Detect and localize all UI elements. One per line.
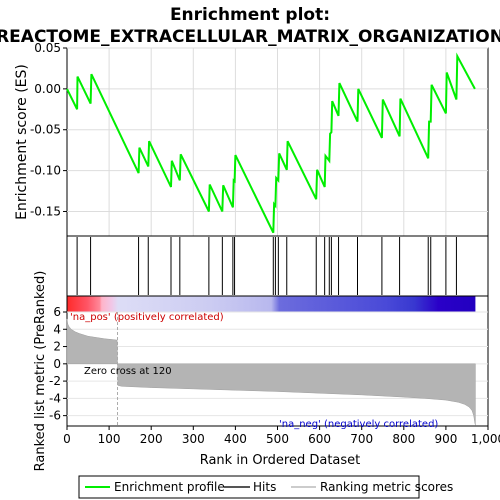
x-tick-label: 200 xyxy=(140,432,163,446)
ranking-color-bar xyxy=(66,295,489,313)
metric-y-ticks: 6 4 2 0 -2 -4 -6 xyxy=(49,305,67,423)
metric-y-tick-label: -6 xyxy=(49,409,61,423)
x-tick-label: 400 xyxy=(224,432,247,446)
es-panel: 0.05 0.00 -0.05 -0.10 -0.15 Enrichment score… xyxy=(14,41,489,237)
es-y-tick-label: 0.00 xyxy=(34,82,61,96)
metric-x-ticks: 0 100 200 300 400 500 600 700 800 900 1,000 xyxy=(63,426,500,446)
legend-hits-label: Hits xyxy=(253,480,276,494)
chart-subtitle: REACTOME_EXTRACELLULAR_MATRIX_ORGANIZATI… xyxy=(0,27,500,47)
x-tick-label: 1,000 xyxy=(471,432,500,446)
metric-y-tick-label: 2 xyxy=(53,340,61,354)
legend: Enrichment profile Hits Ranking metric s… xyxy=(78,475,453,499)
x-tick-label: 300 xyxy=(182,432,205,446)
ranked-metric-panel: 6 4 2 0 -2 -4 -6 0 100 200 300 400 500 600 700 800 900 1… xyxy=(33,271,500,472)
x-tick-label: 900 xyxy=(434,432,457,446)
es-y-tick-label: -0.15 xyxy=(30,204,61,218)
hit-markers xyxy=(76,237,457,295)
hits-frame xyxy=(66,235,489,297)
metric-y-tick-label: -4 xyxy=(49,391,61,405)
ranking-metric-area xyxy=(66,318,476,426)
metric-y-tick-label: 6 xyxy=(53,305,61,319)
es-y-tick-label: -0.10 xyxy=(30,164,61,178)
x-axis-label: Rank in Ordered Dataset xyxy=(200,453,361,468)
color-bar-fill xyxy=(67,296,476,312)
x-tick-label: 0 xyxy=(63,432,71,446)
metric-y-tick-label: -2 xyxy=(49,374,61,388)
metric-y-axis-label: Ranked list metric (PreRanked) xyxy=(33,271,48,472)
chart-title: Enrichment plot: xyxy=(170,5,330,25)
legend-enrichment-label: Enrichment profile xyxy=(114,480,225,494)
es-y-ticks: 0.05 0.00 -0.05 -0.10 -0.15 xyxy=(30,41,67,218)
hits-panel xyxy=(66,235,489,297)
es-y-tick-label: 0.05 xyxy=(34,41,61,55)
es-y-axis-label: Enrichment score (ES) xyxy=(14,64,30,220)
na-pos-annotation: 'na_pos' (positively correlated) xyxy=(70,312,224,323)
x-tick-label: 800 xyxy=(392,432,415,446)
legend-ranking-label: Ranking metric scores xyxy=(320,480,453,494)
enrichment-profile-line xyxy=(66,52,476,234)
metric-y-tick-label: 4 xyxy=(53,322,61,336)
x-tick-label: 500 xyxy=(266,432,289,446)
x-tick-label: 600 xyxy=(308,432,331,446)
zero-cross-annotation: Zero cross at 120 xyxy=(84,366,172,377)
x-tick-label: 700 xyxy=(350,432,373,446)
x-tick-label: 100 xyxy=(98,432,121,446)
na-neg-annotation: 'na_neg' (negatively correlated) xyxy=(279,419,438,430)
es-y-tick-label: -0.05 xyxy=(30,123,61,137)
metric-y-tick-label: 0 xyxy=(53,357,61,371)
